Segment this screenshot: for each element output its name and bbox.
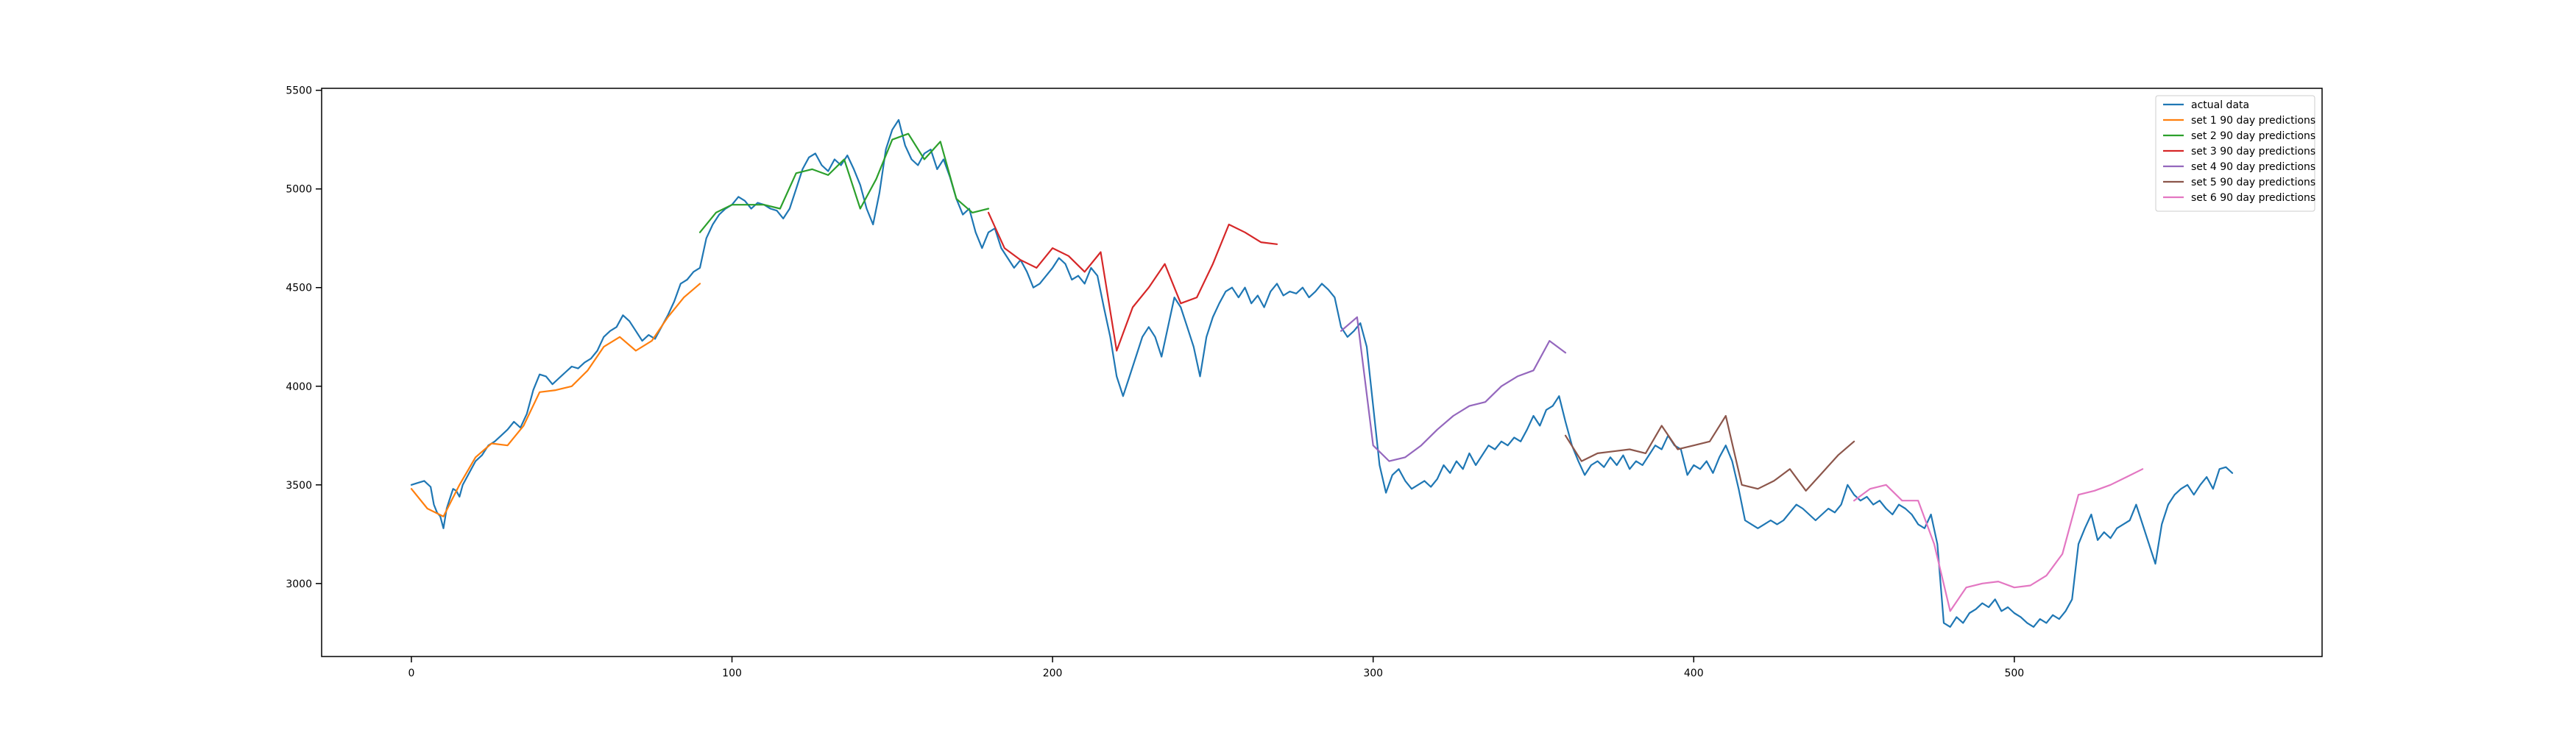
legend-label-4: set 3 90 day predictions	[2191, 146, 2315, 158]
y-tick-label-5: 5500	[286, 85, 312, 97]
series-layer	[410, 118, 2234, 628]
x-tick-label-1: 100	[722, 668, 742, 679]
y-tick-label-4: 5000	[286, 184, 312, 196]
axes-layer: 0 100 200 300 400 500 3000 3500 4000 4500 5000 5500	[286, 85, 2024, 679]
x-tick-label-3: 300	[1363, 668, 1383, 679]
legend-label-6: set 5 90 day predictions	[2191, 177, 2315, 188]
series-line-1	[410, 118, 2234, 628]
legend-box	[2155, 95, 2315, 212]
plot-frame	[321, 88, 2323, 657]
legend: actual data set 1 90 day predictions set 2…	[2155, 95, 2315, 212]
series-line-5	[1340, 316, 1567, 462]
series-line-6	[1564, 414, 1855, 492]
series-line-4	[987, 211, 1278, 352]
y-tick-label-1: 3500	[286, 480, 312, 492]
series-line-2	[410, 283, 701, 517]
x-tick-label-5: 500	[2004, 668, 2024, 679]
y-tick-label-3: 4500	[286, 283, 312, 294]
legend-label-3: set 2 90 day predictions	[2191, 130, 2315, 142]
series-line-7	[1853, 468, 2144, 612]
series-line-3	[698, 132, 990, 233]
legend-label-5: set 4 90 day predictions	[2191, 161, 2315, 173]
x-tick-label-4: 400	[1684, 668, 1704, 679]
legend-label-7: set 6 90 day predictions	[2191, 192, 2315, 204]
y-tick-label-0: 3000	[286, 578, 312, 590]
plot-area	[322, 88, 2322, 657]
y-tick-label-2: 4000	[286, 381, 312, 393]
legend-label-2: set 1 90 day predictions	[2191, 115, 2315, 127]
x-tick-label-2: 200	[1043, 668, 1063, 679]
x-tick-label-0: 0	[408, 668, 415, 679]
legend-label-1: actual data	[2191, 99, 2249, 111]
